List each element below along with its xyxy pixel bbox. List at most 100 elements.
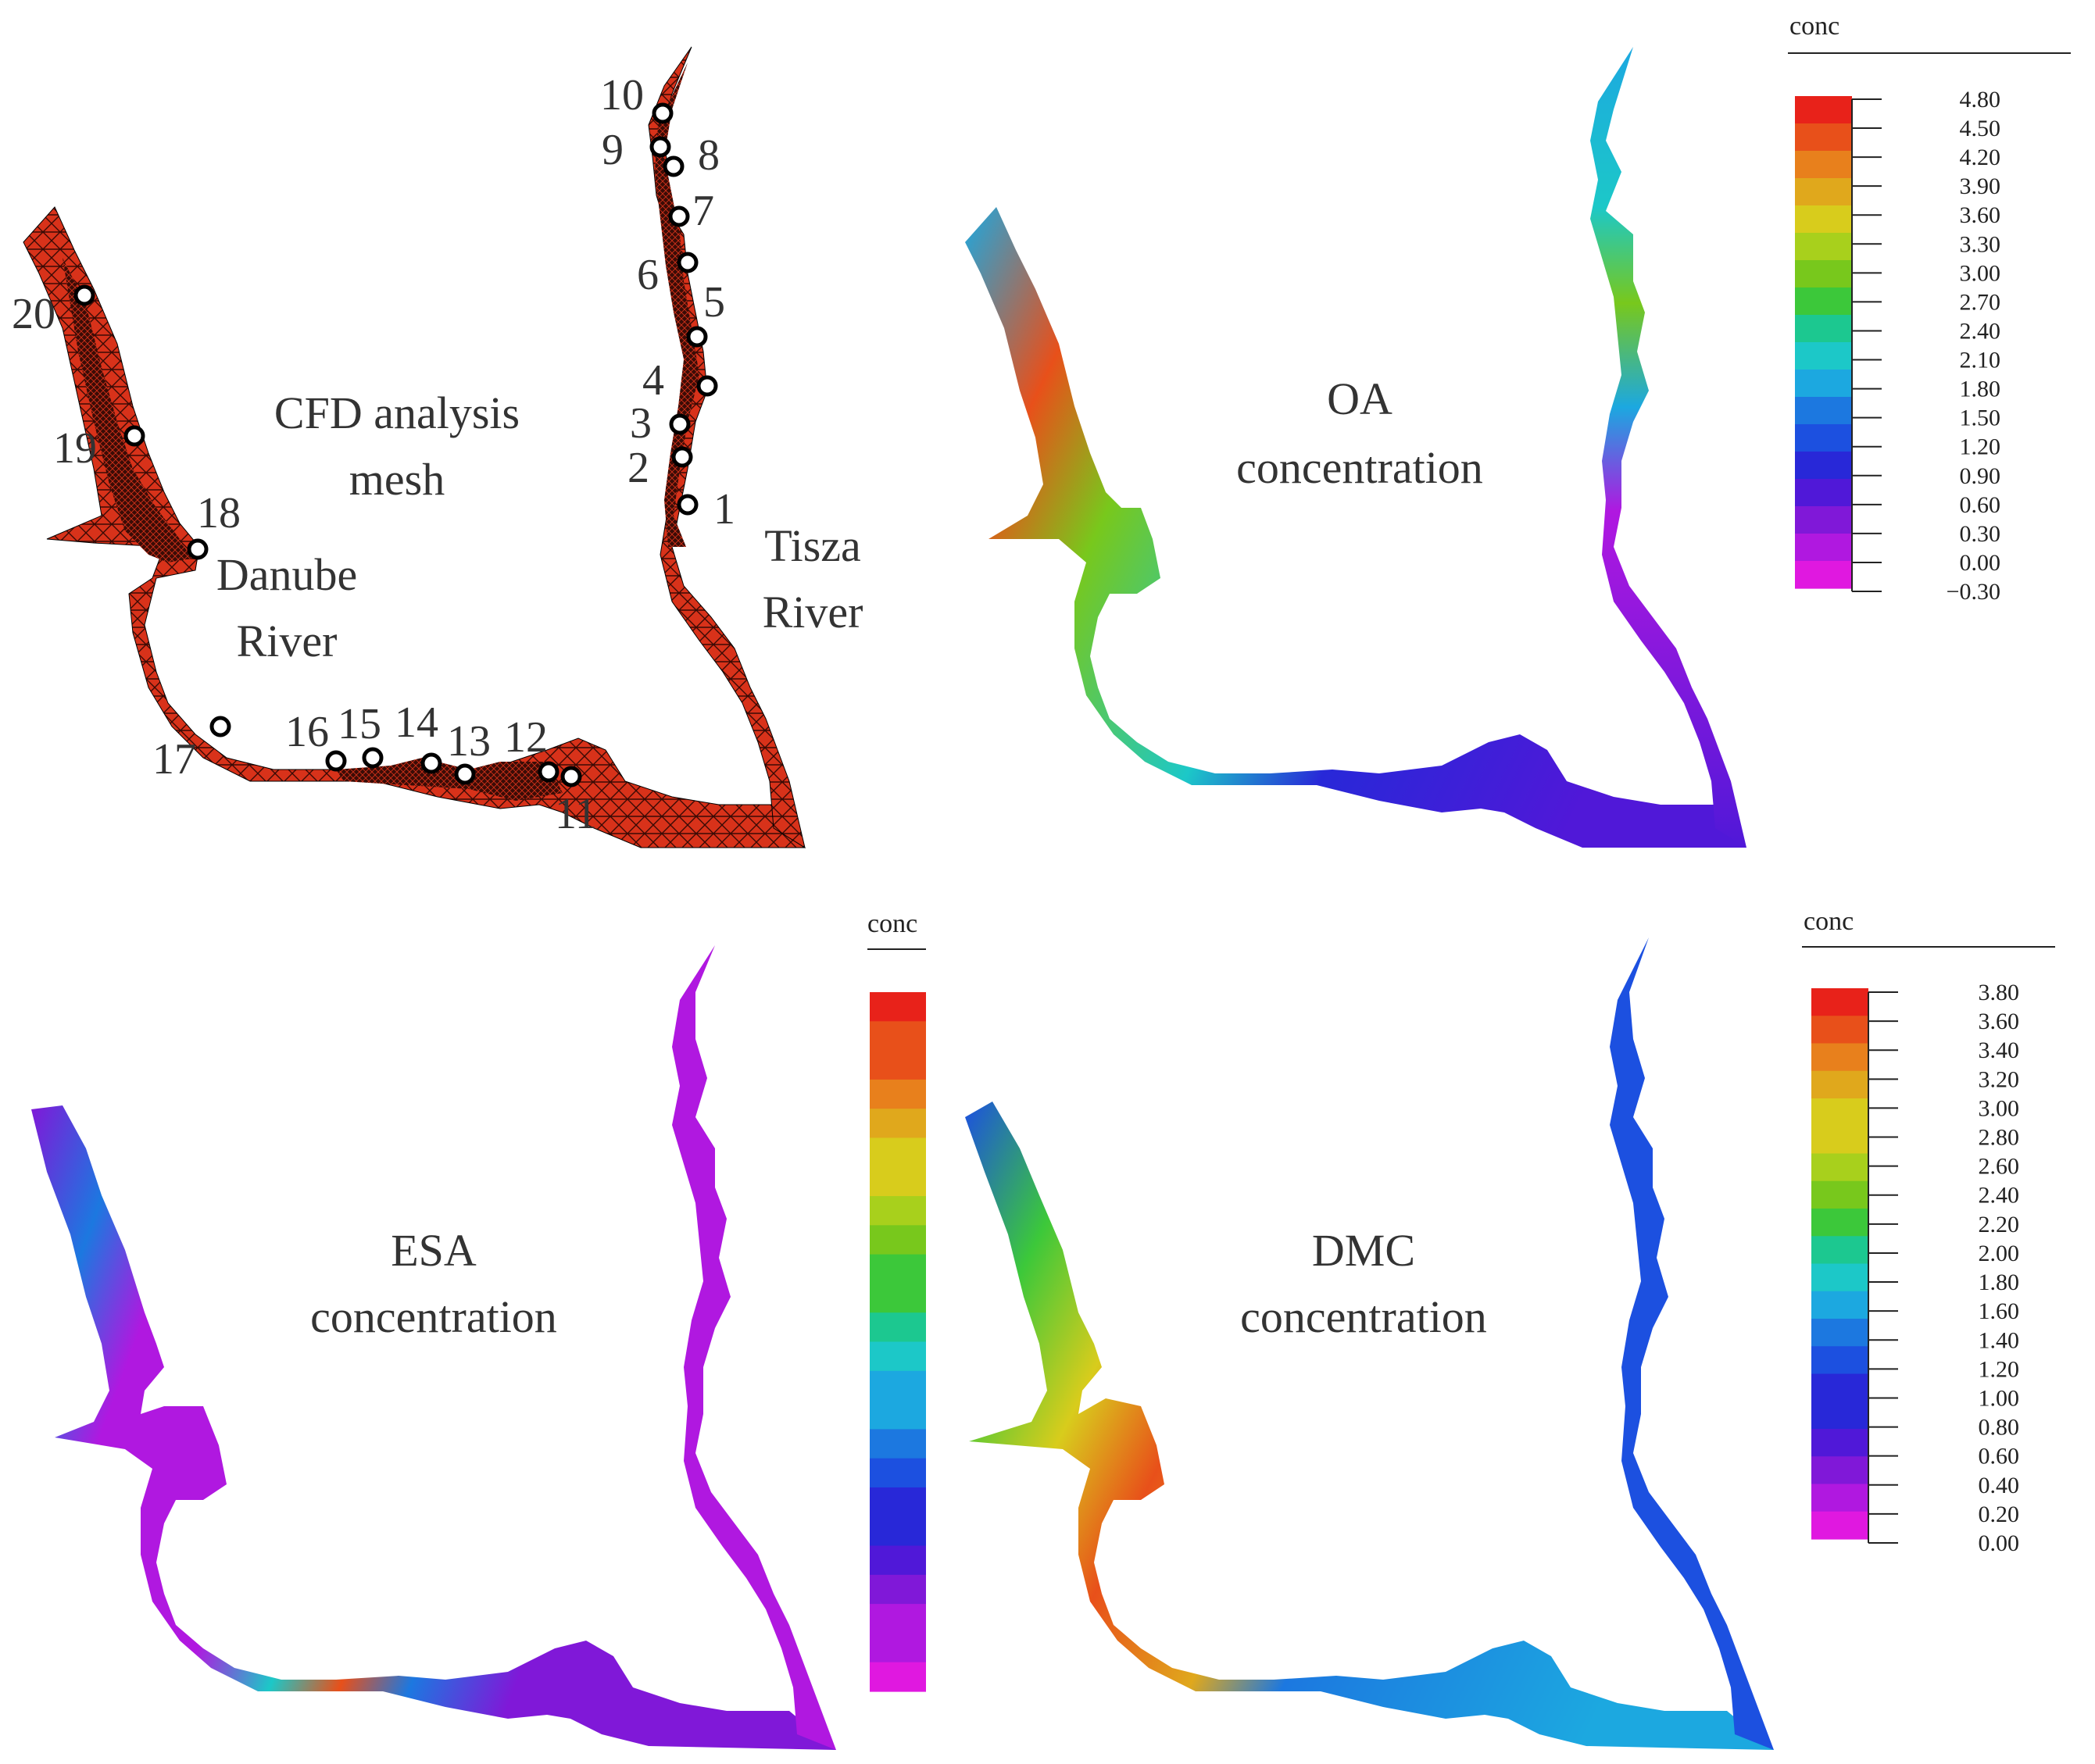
point-label-5: 5	[703, 278, 725, 327]
dmc-legend-swatch	[1811, 1291, 1868, 1319]
oa-legend-tick-label: 4.20	[1960, 145, 2001, 170]
dmc-legend-tick-label: 0.60	[1979, 1444, 2020, 1469]
esa-legend-swatch	[870, 1196, 926, 1226]
oa-legend-swatch	[1795, 123, 1852, 152]
point-label-20: 20	[12, 290, 55, 338]
dmc-legend-tick-label: 1.00	[1979, 1385, 2020, 1411]
mesh-title-line1: CFD analysis	[274, 387, 520, 438]
point-label-6: 6	[637, 251, 659, 299]
dmc-title-line1: DMC	[1312, 1225, 1415, 1276]
esa-legend-swatch	[870, 1021, 926, 1052]
point-14	[420, 752, 442, 774]
dmc-legend-swatch	[1811, 1126, 1868, 1155]
esa-legend-swatch	[870, 1429, 926, 1459]
esa-legend-swatch	[870, 1109, 926, 1139]
oa-legend-tick-label: 3.00	[1960, 260, 2001, 286]
mesh-danube-dense-lower	[336, 758, 563, 801]
oa-legend-tick-label: 3.90	[1960, 173, 2001, 199]
oa-legend-swatch	[1795, 260, 1852, 288]
esa-legend-swatch	[870, 1545, 926, 1576]
dmc-legend-swatch	[1811, 1016, 1868, 1044]
point-label-7: 7	[692, 187, 714, 235]
oa-legend-bar	[1795, 96, 1852, 589]
mesh-points	[73, 102, 718, 787]
oa-legend-tick-label: 0.30	[1960, 521, 2001, 547]
point-8	[663, 155, 685, 177]
oa-legend-swatch	[1795, 452, 1852, 480]
oa-legend-tick-label: 3.60	[1960, 202, 2001, 228]
point-label-8: 8	[698, 131, 720, 180]
dmc-legend-swatch	[1811, 1209, 1868, 1237]
point-18	[187, 538, 209, 560]
esa-legend-swatch	[870, 1283, 926, 1313]
point-12	[538, 761, 560, 783]
esa-legend-title: conc	[867, 909, 917, 938]
dmc-legend-tick-label: 2.60	[1979, 1154, 2020, 1180]
esa-panel: ESA concentration	[31, 945, 836, 1750]
esa-legend-swatch	[870, 1079, 926, 1109]
point-label-4: 4	[642, 356, 664, 405]
oa-legend: conc 4.80 4.50 4.20 3.90 3.60 3.30 3.00 2.70 2.4…	[1788, 12, 2071, 605]
esa-legend-swatch	[870, 1574, 926, 1605]
oa-legend-tick-label: 4.50	[1960, 116, 2001, 141]
dmc-legend-tick-label: 1.20	[1979, 1356, 2020, 1382]
oa-legend-tick-label: 4.80	[1960, 87, 2001, 112]
esa-legend-swatch	[870, 1254, 926, 1284]
dmc-legend-tick-label: 0.80	[1979, 1415, 2020, 1441]
dmc-legend-tick-label: 1.60	[1979, 1298, 2020, 1324]
dmc-legend-tick-label: 2.80	[1979, 1125, 2020, 1151]
dmc-legend-tick-label: 0.40	[1979, 1473, 2020, 1498]
dmc-legend-swatch	[1811, 1180, 1868, 1209]
oa-legend-swatch	[1795, 534, 1852, 562]
dmc-legend-swatch	[1811, 1043, 1868, 1072]
point-label-18: 18	[197, 489, 241, 537]
dmc-legend-tick-label: 0.20	[1979, 1502, 2020, 1527]
point-label-13: 13	[447, 717, 491, 766]
dmc-legend-swatch	[1811, 1070, 1868, 1099]
dmc-legend-tick-label: 1.80	[1979, 1269, 2020, 1295]
point-label-3: 3	[630, 399, 652, 448]
point-label-9: 9	[602, 126, 624, 174]
dmc-legend-swatch	[1811, 1319, 1868, 1347]
oa-legend-swatch	[1795, 205, 1852, 234]
esa-legend-swatch	[870, 1225, 926, 1255]
point-9	[649, 136, 671, 158]
oa-legend-swatch	[1795, 506, 1852, 534]
dmc-legend-ticks: 3.80 3.60 3.40 3.20 3.00 2.80 2.60 2.40 2.20 2.00…	[1868, 980, 2019, 1556]
dmc-legend-tick-label: 0.00	[1979, 1530, 2020, 1556]
dmc-legend-tick-label: 3.60	[1979, 1009, 2020, 1034]
dmc-legend-swatch	[1811, 1236, 1868, 1265]
dmc-legend-tick-label: 2.20	[1979, 1212, 2020, 1237]
mesh-point-labels: 1 2 3 4 5 6 7 8 9 10 11 12 13 14 15 16 1…	[12, 71, 735, 838]
esa-legend-swatch	[870, 992, 926, 1022]
dmc-danube-river	[965, 1102, 1774, 1750]
mesh-title-line2: mesh	[349, 454, 445, 505]
point-label-1: 1	[713, 485, 735, 534]
point-label-17: 17	[152, 735, 196, 784]
point-5	[686, 326, 708, 348]
oa-legend-ticks: 4.80 4.50 4.20 3.90 3.60 3.30 3.00 2.70 2.40 2.10…	[1851, 87, 2001, 605]
dmc-panel: DMC concentration	[965, 937, 1774, 1750]
mesh-tisza-dense	[655, 62, 699, 547]
esa-legend-swatch	[870, 1662, 926, 1692]
esa-tisza-river	[672, 945, 836, 1750]
dmc-tisza-river	[1610, 937, 1774, 1750]
dmc-legend-swatch	[1811, 1401, 1868, 1430]
dmc-legend-tick-label: 1.40	[1979, 1327, 2020, 1353]
danube-label-line2: River	[237, 616, 338, 666]
oa-legend-swatch	[1795, 561, 1852, 589]
dmc-legend-title: conc	[1804, 907, 1854, 936]
oa-tisza-river	[1590, 47, 1746, 848]
oa-legend-tick-label: 2.70	[1960, 289, 2001, 315]
dmc-legend-tick-label: 3.20	[1979, 1066, 2020, 1092]
oa-legend-swatch	[1795, 479, 1852, 507]
esa-legend-swatch	[870, 1633, 926, 1663]
point-label-2: 2	[627, 444, 649, 492]
point-10	[652, 102, 674, 124]
dmc-legend-swatch	[1811, 1263, 1868, 1292]
oa-legend-tick-label: 1.50	[1960, 405, 2001, 431]
oa-legend-swatch	[1795, 370, 1852, 398]
oa-legend-swatch	[1795, 287, 1852, 316]
dmc-legend-swatch	[1811, 1098, 1868, 1127]
